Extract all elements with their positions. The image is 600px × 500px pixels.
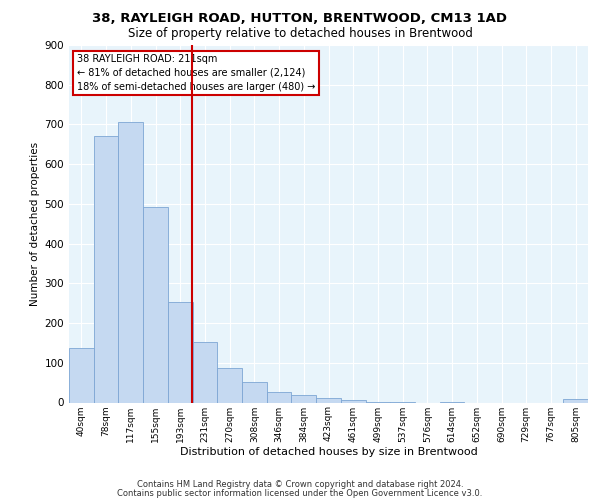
Bar	[143, 206, 168, 402]
Bar	[118, 122, 143, 402]
Bar	[267, 392, 292, 402]
Bar	[193, 342, 217, 402]
Text: 38, RAYLEIGH ROAD, HUTTON, BRENTWOOD, CM13 1AD: 38, RAYLEIGH ROAD, HUTTON, BRENTWOOD, CM…	[92, 12, 508, 26]
Bar	[563, 400, 588, 402]
Bar	[217, 368, 242, 402]
Bar	[341, 400, 365, 402]
Text: Contains public sector information licensed under the Open Government Licence v3: Contains public sector information licen…	[118, 488, 482, 498]
Text: 38 RAYLEIGH ROAD: 211sqm
← 81% of detached houses are smaller (2,124)
18% of sem: 38 RAYLEIGH ROAD: 211sqm ← 81% of detach…	[77, 54, 315, 92]
Bar	[94, 136, 118, 402]
Bar	[242, 382, 267, 402]
Bar	[69, 348, 94, 403]
Bar	[168, 302, 193, 402]
Text: Size of property relative to detached houses in Brentwood: Size of property relative to detached ho…	[128, 28, 472, 40]
Bar	[316, 398, 341, 402]
Bar	[292, 394, 316, 402]
X-axis label: Distribution of detached houses by size in Brentwood: Distribution of detached houses by size …	[179, 447, 478, 457]
Text: Contains HM Land Registry data © Crown copyright and database right 2024.: Contains HM Land Registry data © Crown c…	[137, 480, 463, 489]
Y-axis label: Number of detached properties: Number of detached properties	[31, 142, 40, 306]
